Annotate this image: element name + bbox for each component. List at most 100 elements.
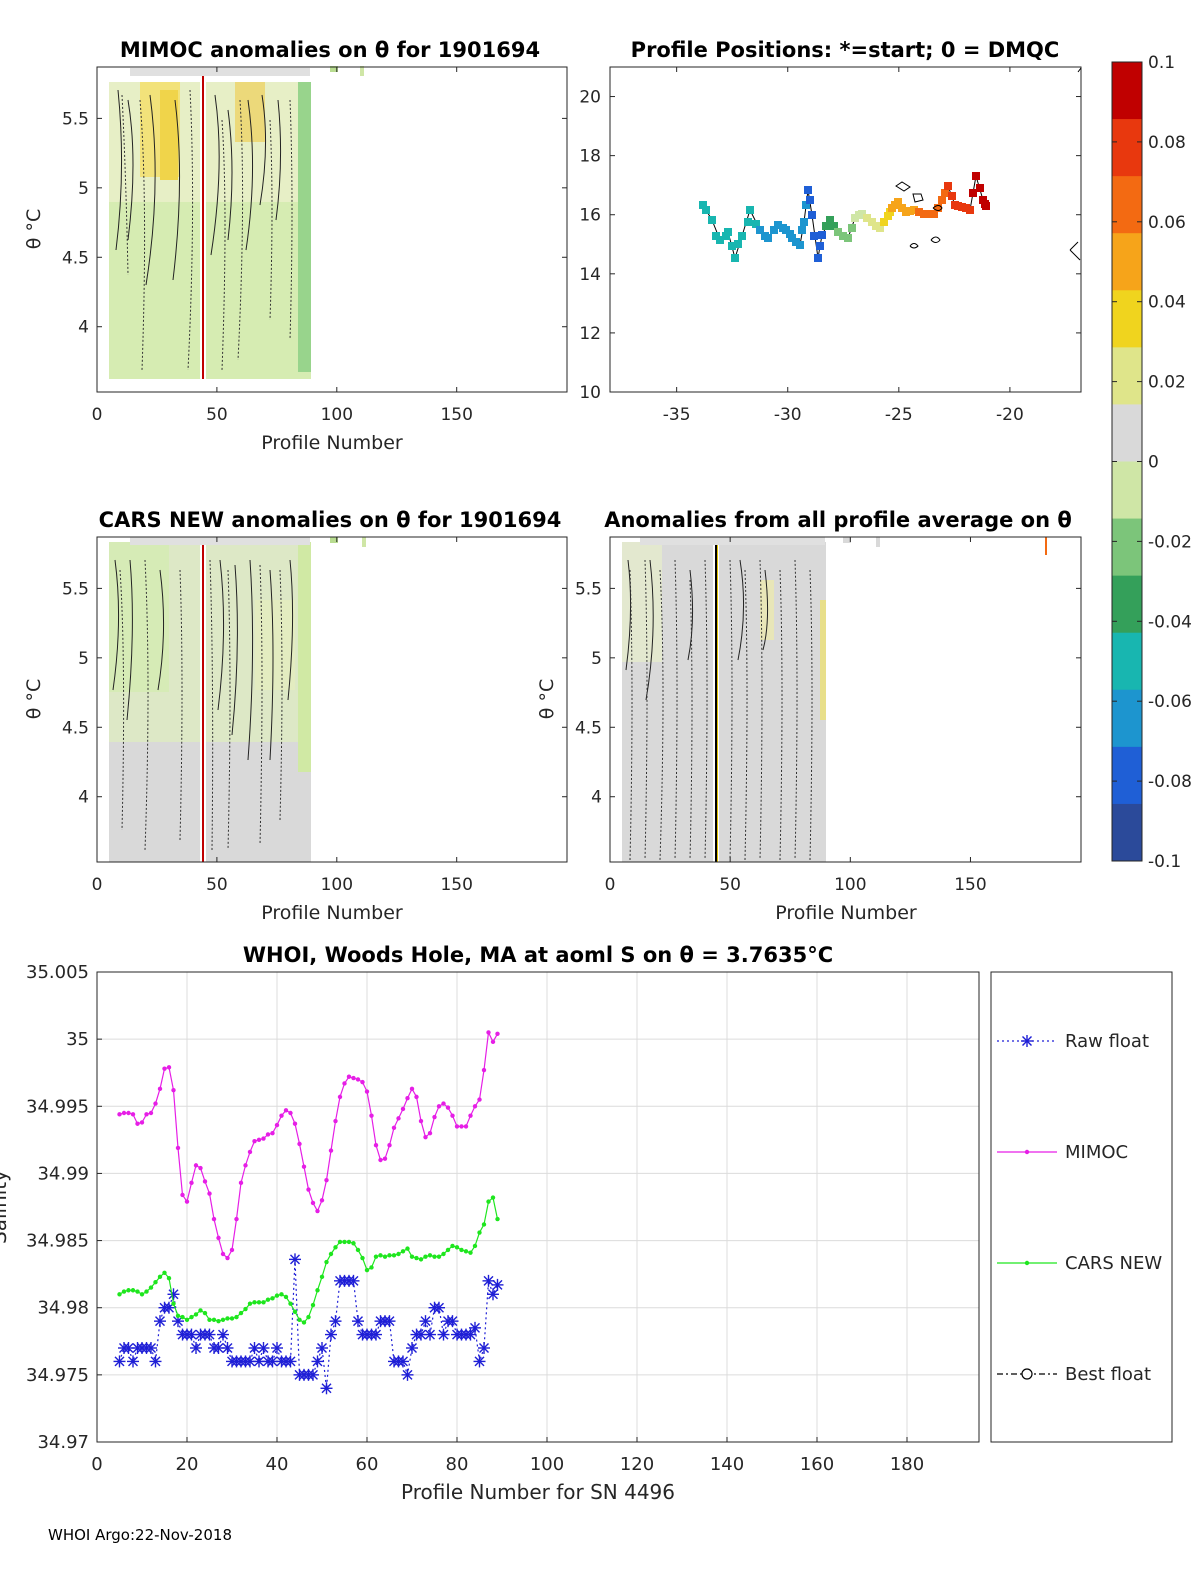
- raw-float-point: [289, 1253, 301, 1266]
- mimoc-point: [306, 1187, 311, 1192]
- mimoc-point: [351, 1075, 356, 1081]
- colorbar-band: [1112, 803, 1142, 862]
- cars-new-point: [225, 1316, 230, 1321]
- profile-marker: [808, 211, 816, 219]
- mimoc-point: [148, 1110, 154, 1116]
- y-tick-label: 34.985: [26, 1231, 89, 1252]
- colorbar-tick-label: -0.02: [1148, 532, 1192, 552]
- profile-marker: [830, 222, 838, 230]
- x-tick-label: 60: [356, 1454, 379, 1475]
- cars-new-point: [180, 1314, 185, 1320]
- cars-new-point: [270, 1296, 275, 1301]
- mimoc-point: [238, 1180, 244, 1186]
- mimoc-line: [119, 1030, 499, 1259]
- cars-new-point: [288, 1301, 293, 1306]
- cars-new-point: [252, 1300, 257, 1305]
- profile-marker: [770, 226, 778, 234]
- colorbar-band: [1112, 518, 1142, 577]
- profile-marker: [716, 236, 724, 244]
- y-tick-label: 5.5: [575, 579, 602, 599]
- raw-float-point: [478, 1342, 490, 1354]
- raw-float-point: [190, 1342, 202, 1354]
- colorbar-band: [1112, 461, 1142, 520]
- mimoc-point: [261, 1136, 266, 1141]
- salinity-xlabel: Profile Number for SN 4496: [401, 1480, 675, 1504]
- x-tick-label: -20: [996, 405, 1024, 425]
- cars-new-point: [315, 1288, 320, 1293]
- colorbar-tick-label: 0.06: [1148, 213, 1186, 233]
- mimoc-point: [157, 1086, 163, 1092]
- cars-new-point: [463, 1249, 469, 1254]
- profile-marker: [969, 189, 977, 197]
- x-tick-label: 50: [719, 875, 741, 895]
- mimoc-point: [121, 1110, 127, 1116]
- raw-float-point: [221, 1342, 234, 1354]
- cars-ylabel: θ °C: [23, 679, 45, 719]
- raw-float-point: [203, 1328, 216, 1341]
- mimoc-point: [216, 1235, 221, 1241]
- mimoc-point: [283, 1108, 289, 1113]
- legend-item-raw-float: Raw float: [997, 1031, 1149, 1052]
- mimoc-point: [279, 1113, 284, 1118]
- y-tick-label: 35.005: [26, 962, 89, 983]
- mimoc-point: [180, 1192, 185, 1198]
- cars-new-point: [261, 1300, 266, 1305]
- cars-new-point: [238, 1310, 244, 1316]
- profile-marker: [925, 210, 933, 218]
- mimoc-point: [189, 1180, 194, 1186]
- mimoc-point: [292, 1121, 298, 1126]
- mimoc-point: [391, 1125, 397, 1130]
- y-tick-label: 5.5: [62, 579, 89, 599]
- raw-float-point: [464, 1328, 477, 1341]
- avg-anomaly-field: [622, 537, 1047, 862]
- x-tick-label: 0: [92, 875, 103, 895]
- profile-marker: [880, 218, 888, 226]
- x-tick-label: -30: [774, 405, 802, 425]
- profile-marker: [699, 201, 707, 209]
- profile-marker: [822, 222, 830, 230]
- legend-label: Best float: [1065, 1364, 1151, 1385]
- positions-panel: Profile Positions: *=start; 0 = DMQC -35…: [579, 38, 1082, 425]
- mimoc-point: [450, 1113, 455, 1118]
- colorbar: 0.1 0.08 0.06 0.04 0.02 0 -0.02 -0.04 -0.06 -0.08…: [1111, 53, 1192, 872]
- mimoc-point: [418, 1118, 424, 1124]
- mimoc-point: [198, 1165, 203, 1171]
- cars-new-point: [427, 1253, 433, 1258]
- raw-float-point: [433, 1301, 445, 1314]
- cars-new-point: [189, 1314, 194, 1320]
- y-tick-label: 20: [579, 88, 601, 108]
- colorbar-tick-label: 0: [1148, 453, 1159, 473]
- cars-new-point: [193, 1312, 199, 1317]
- cars-new-point: [387, 1253, 392, 1258]
- mimoc-yticks: 5.5 5 4.5 4: [62, 109, 567, 338]
- raw-float-point: [257, 1342, 270, 1354]
- cars-new-point: [135, 1289, 140, 1294]
- avg-xlabel: Profile Number: [775, 902, 917, 924]
- profile-marker: [915, 208, 923, 216]
- y-tick-label: 4: [78, 318, 89, 338]
- mimoc-point: [256, 1137, 262, 1143]
- cars-new-point: [184, 1317, 190, 1323]
- cars-new-point: [148, 1285, 154, 1290]
- mimoc-point: [243, 1163, 248, 1168]
- mimoc-point: [333, 1118, 338, 1124]
- profile-marker: [746, 206, 754, 214]
- x-tick-label: 100: [321, 405, 353, 425]
- mimoc-point: [319, 1198, 325, 1203]
- colorbar-tick-label: -0.06: [1148, 692, 1192, 712]
- profile-marker: [941, 189, 949, 197]
- cars-new-point: [441, 1251, 446, 1257]
- legend-item-cars-new: CARS NEW: [997, 1253, 1162, 1274]
- profile-marker: [798, 226, 806, 234]
- profile-marker: [966, 206, 974, 214]
- cars-new-point: [360, 1255, 365, 1261]
- y-tick-label: 35: [66, 1029, 89, 1050]
- mimoc-point: [436, 1104, 442, 1109]
- y-tick-label: 4: [78, 788, 89, 808]
- cars-new-point: [301, 1320, 307, 1325]
- profile-marker: [810, 232, 818, 240]
- cars-new-point: [423, 1254, 428, 1259]
- positions-xticks: -35 -30 -25 -20: [663, 67, 1024, 425]
- x-tick-label: 150: [954, 875, 986, 895]
- mimoc-point: [328, 1148, 334, 1153]
